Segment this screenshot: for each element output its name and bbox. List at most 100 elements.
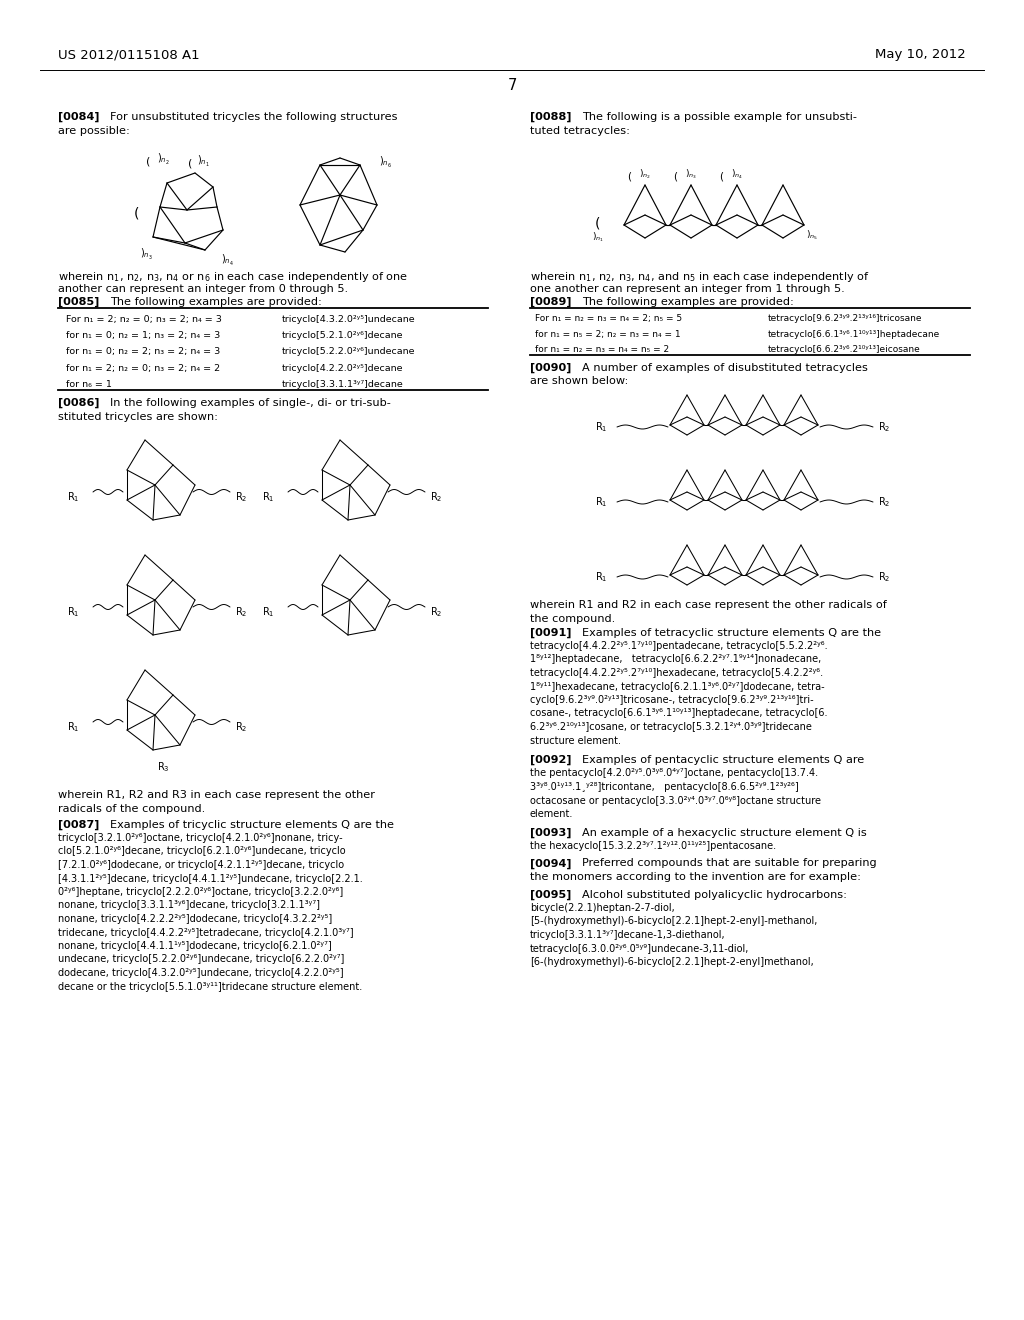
Text: A number of examples of disubstituted tetracycles: A number of examples of disubstituted te… — [582, 363, 868, 374]
Text: R$_1$: R$_1$ — [67, 605, 80, 619]
Text: [0086]: [0086] — [58, 399, 99, 408]
Text: stituted tricycles are shown:: stituted tricycles are shown: — [58, 412, 218, 421]
Text: wherein R1, R2 and R3 in each case represent the other: wherein R1, R2 and R3 in each case repre… — [58, 789, 375, 800]
Text: wherein R1 and R2 in each case represent the other radicals of: wherein R1 and R2 in each case represent… — [530, 601, 887, 610]
Text: clo[5.2.1.0²ʸ⁶]decane, tricyclo[6.2.1.0²ʸ⁶]undecane, tricyclo: clo[5.2.1.0²ʸ⁶]decane, tricyclo[6.2.1.0²… — [58, 846, 346, 857]
Text: tetracyclo[9.6.2³ʸ⁹.2¹³ʸ¹⁶]tricosane: tetracyclo[9.6.2³ʸ⁹.2¹³ʸ¹⁶]tricosane — [768, 314, 923, 323]
Text: $)_{n_6}$: $)_{n_6}$ — [379, 154, 392, 170]
Text: The following is a possible example for unsubsti-: The following is a possible example for … — [582, 112, 857, 121]
Text: [5-(hydroxymethyl)-6-bicyclo[2.2.1]hept-2-enyl]-methanol,: [5-(hydroxymethyl)-6-bicyclo[2.2.1]hept-… — [530, 916, 817, 927]
Text: $($: $($ — [627, 170, 632, 183]
Text: [0094]: [0094] — [530, 858, 571, 869]
Text: tricyclo[5.2.2.0²ʸ⁶]undecane: tricyclo[5.2.2.0²ʸ⁶]undecane — [282, 347, 416, 356]
Text: wherein n$_1$, n$_2$, n$_3$, n$_4$ or n$_6$ in each case independently of one: wherein n$_1$, n$_2$, n$_3$, n$_4$ or n$… — [58, 271, 409, 284]
Text: $($: $($ — [133, 205, 139, 220]
Text: R$_2$: R$_2$ — [878, 570, 891, 583]
Text: dodecane, tricyclo[4.3.2.0²ʸ⁵]undecane, tricyclo[4.2.2.0²ʸ⁵]: dodecane, tricyclo[4.3.2.0²ʸ⁵]undecane, … — [58, 968, 344, 978]
Text: [0088]: [0088] — [530, 112, 571, 123]
Text: In the following examples of single-, di- or tri-sub-: In the following examples of single-, di… — [110, 399, 391, 408]
Text: $($: $($ — [145, 154, 151, 168]
Text: [0084]: [0084] — [58, 112, 99, 123]
Text: R$_2$: R$_2$ — [234, 490, 248, 504]
Text: for n₆ = 1: for n₆ = 1 — [66, 380, 112, 389]
Text: R$_1$: R$_1$ — [67, 719, 80, 734]
Text: $)_{n_2}$: $)_{n_2}$ — [639, 168, 651, 181]
Text: 7: 7 — [507, 78, 517, 92]
Text: R$_1$: R$_1$ — [262, 490, 274, 504]
Text: R$_2$: R$_2$ — [234, 719, 248, 734]
Text: 6.2³ʸ⁶.2¹⁰ʸ¹³]cosane, or tetracyclo[5.3.2.1²ʸ⁴.0³ʸ⁹]tridecane: 6.2³ʸ⁶.2¹⁰ʸ¹³]cosane, or tetracyclo[5.3.… — [530, 722, 812, 733]
Text: [6-(hydroxymethyl)-6-bicyclo[2.2.1]hept-2-enyl]methanol,: [6-(hydroxymethyl)-6-bicyclo[2.2.1]hept-… — [530, 957, 814, 968]
Text: $($: $($ — [673, 170, 678, 183]
Text: $)_{n_3}$: $)_{n_3}$ — [685, 168, 697, 181]
Text: [7.2.1.0²ʸ⁶]dodecane, or tricyclo[4.2.1.1²ʸ⁵]decane, tricyclo: [7.2.1.0²ʸ⁶]dodecane, or tricyclo[4.2.1.… — [58, 861, 344, 870]
Text: the monomers according to the invention are for example:: the monomers according to the invention … — [530, 873, 861, 882]
Text: R$_1$: R$_1$ — [67, 490, 80, 504]
Text: undecane, tricyclo[5.2.2.0²ʸ⁶]undecane, tricyclo[6.2.2.0²ʸ⁷]: undecane, tricyclo[5.2.2.0²ʸ⁶]undecane, … — [58, 954, 344, 965]
Text: tuted tetracycles:: tuted tetracycles: — [530, 125, 630, 136]
Text: tricyclo[3.2.1.0²ʸ⁶]octane, tricyclo[4.2.1.0²ʸ⁶]nonane, tricy-: tricyclo[3.2.1.0²ʸ⁶]octane, tricyclo[4.2… — [58, 833, 343, 843]
Text: May 10, 2012: May 10, 2012 — [876, 48, 966, 61]
Text: $)_{n_2}$: $)_{n_2}$ — [157, 152, 170, 168]
Text: For n₁ = n₂ = n₃ = n₄ = 2; n₅ = 5: For n₁ = n₂ = n₃ = n₄ = 2; n₅ = 5 — [535, 314, 682, 323]
Text: are shown below:: are shown below: — [530, 376, 629, 387]
Text: [0090]: [0090] — [530, 363, 571, 374]
Text: Alcohol substituted polyalicyclic hydrocarbons:: Alcohol substituted polyalicyclic hydroc… — [582, 890, 847, 899]
Text: the hexacyclo[15.3.2.2³ʸ⁷.1²ʸ¹².0¹¹ʸ²⁵]pentacosane.: the hexacyclo[15.3.2.2³ʸ⁷.1²ʸ¹².0¹¹ʸ²⁵]p… — [530, 841, 776, 851]
Text: element.: element. — [530, 809, 573, 818]
Text: R$_2$: R$_2$ — [878, 495, 891, 508]
Text: tetracyclo[6.6.2³ʸ⁶.2¹⁰ʸ¹³]eicosane: tetracyclo[6.6.2³ʸ⁶.2¹⁰ʸ¹³]eicosane — [768, 346, 921, 354]
Text: the pentacyclo[4.2.0²ʸ⁵.0³ʸ⁸.0⁴ʸ⁷]octane, pentacyclo[13.7.4.: the pentacyclo[4.2.0²ʸ⁵.0³ʸ⁸.0⁴ʸ⁷]octane… — [530, 768, 818, 779]
Text: bicycle(2.2.1)heptan-2-7-diol,: bicycle(2.2.1)heptan-2-7-diol, — [530, 903, 675, 913]
Text: R$_2$: R$_2$ — [430, 605, 442, 619]
Text: For unsubstituted tricycles the following structures: For unsubstituted tricycles the followin… — [110, 112, 397, 121]
Text: tetracyclo[6.3.0.0²ʸ⁶.0⁵ʸ⁹]undecane-3,11-diol,: tetracyclo[6.3.0.0²ʸ⁶.0⁵ʸ⁹]undecane-3,11… — [530, 944, 750, 953]
Text: US 2012/0115108 A1: US 2012/0115108 A1 — [58, 48, 200, 61]
Text: for n₁ = n₅ = 2; n₂ = n₃ = n₄ = 1: for n₁ = n₅ = 2; n₂ = n₃ = n₄ = 1 — [535, 330, 681, 339]
Text: [4.3.1.1²ʸ⁵]decane, tricyclo[4.4.1.1²ʸ⁵]undecane, tricyclo[2.2.1.: [4.3.1.1²ʸ⁵]decane, tricyclo[4.4.1.1²ʸ⁵]… — [58, 874, 362, 883]
Text: [0091]: [0091] — [530, 628, 571, 639]
Text: decane or the tricyclo[5.5.1.0³ʸ¹¹]tridecane structure element.: decane or the tricyclo[5.5.1.0³ʸ¹¹]tride… — [58, 982, 362, 991]
Text: [0092]: [0092] — [530, 755, 571, 766]
Text: tricyclo[3.3.1.1³ʸ⁷]decane-1,3-diethanol,: tricyclo[3.3.1.1³ʸ⁷]decane-1,3-diethanol… — [530, 931, 726, 940]
Text: $($: $($ — [187, 157, 193, 170]
Text: $)_{n_5}$: $)_{n_5}$ — [806, 228, 818, 242]
Text: tricyclo[3.3.1.1³ʸ⁷]decane: tricyclo[3.3.1.1³ʸ⁷]decane — [282, 380, 403, 389]
Text: the compound.: the compound. — [530, 614, 615, 623]
Text: tricyclo[4.3.2.0²ʸ⁵]undecane: tricyclo[4.3.2.0²ʸ⁵]undecane — [282, 314, 416, 323]
Text: for n₁ = 2; n₂ = 0; n₃ = 2; n₄ = 2: for n₁ = 2; n₂ = 0; n₃ = 2; n₄ = 2 — [66, 364, 220, 372]
Text: $($: $($ — [719, 170, 724, 183]
Text: structure element.: structure element. — [530, 735, 621, 746]
Text: one another can represent an integer from 1 through 5.: one another can represent an integer fro… — [530, 284, 845, 293]
Text: [0087]: [0087] — [58, 820, 99, 830]
Text: $)_{n_4}$: $)_{n_4}$ — [731, 168, 743, 181]
Text: tricyclo[4.2.2.0²ʸ⁵]decane: tricyclo[4.2.2.0²ʸ⁵]decane — [282, 364, 403, 372]
Text: An example of a hexacyclic structure element Q is: An example of a hexacyclic structure ele… — [582, 828, 866, 837]
Text: [0085]: [0085] — [58, 297, 99, 308]
Text: tridecane, tricyclo[4.4.2.2²ʸ⁵]tetradecane, tricyclo[4.2.1.0³ʸ⁷]: tridecane, tricyclo[4.4.2.2²ʸ⁵]tetradeca… — [58, 928, 353, 937]
Text: nonane, tricyclo[3.3.1.1³ʸ⁶]decane, tricyclo[3.2.1.1³ʸ⁷]: nonane, tricyclo[3.3.1.1³ʸ⁶]decane, tric… — [58, 900, 319, 911]
Text: tricyclo[5.2.1.0²ʸ⁶]decane: tricyclo[5.2.1.0²ʸ⁶]decane — [282, 331, 403, 341]
Text: $($: $($ — [594, 215, 600, 231]
Text: 0²ʸ⁶]heptane, tricyclo[2.2.2.0²ʸ⁶]octane, tricyclo[3.2.2.0²ʸ⁶]: 0²ʸ⁶]heptane, tricyclo[2.2.2.0²ʸ⁶]octane… — [58, 887, 343, 898]
Text: The following examples are provided:: The following examples are provided: — [110, 297, 322, 308]
Text: $)_{n_4}$: $)_{n_4}$ — [221, 253, 233, 268]
Text: Preferred compounds that are suitable for preparing: Preferred compounds that are suitable fo… — [582, 858, 877, 869]
Text: another can represent an integer from 0 through 5.: another can represent an integer from 0 … — [58, 284, 348, 293]
Text: Examples of pentacyclic structure elements Q are: Examples of pentacyclic structure elemen… — [582, 755, 864, 766]
Text: $)_{n_1}$: $)_{n_1}$ — [197, 154, 210, 169]
Text: for n₁ = 0; n₂ = 1; n₃ = 2; n₄ = 3: for n₁ = 0; n₂ = 1; n₃ = 2; n₄ = 3 — [66, 331, 220, 341]
Text: cyclo[9.6.2³ʸ⁹.0²ʸ¹³]tricosane-, tetracyclo[9.6.2³ʸ⁹.2¹³ʸ¹⁶]tri-: cyclo[9.6.2³ʸ⁹.0²ʸ¹³]tricosane-, tetracy… — [530, 696, 814, 705]
Text: R$_1$: R$_1$ — [595, 570, 607, 583]
Text: R$_1$: R$_1$ — [262, 605, 274, 619]
Text: 1⁸ʸ¹¹]hexadecane, tetracyclo[6.2.1.1³ʸ⁶.0²ʸ⁷]dodecane, tetra-: 1⁸ʸ¹¹]hexadecane, tetracyclo[6.2.1.1³ʸ⁶.… — [530, 681, 824, 692]
Text: octacosane or pentacyclo[3.3.0²ʸ⁴.0³ʸ⁷.0⁶ʸ⁸]octane structure: octacosane or pentacyclo[3.3.0²ʸ⁴.0³ʸ⁷.0… — [530, 796, 821, 805]
Text: R$_2$: R$_2$ — [430, 490, 442, 504]
Text: R$_2$: R$_2$ — [878, 420, 891, 434]
Text: [0093]: [0093] — [530, 828, 571, 838]
Text: tetracyclo[6.6.1³ʸ⁶.1¹⁰ʸ¹³]heptadecane: tetracyclo[6.6.1³ʸ⁶.1¹⁰ʸ¹³]heptadecane — [768, 330, 940, 339]
Text: R$_1$: R$_1$ — [595, 495, 607, 508]
Text: radicals of the compound.: radicals of the compound. — [58, 804, 205, 813]
Text: 1⁸ʸ¹²]heptadecane,   tetracyclo[6.6.2.2²ʸ⁷.1⁹ʸ¹⁴]nonadecane,: 1⁸ʸ¹²]heptadecane, tetracyclo[6.6.2.2²ʸ⁷… — [530, 655, 821, 664]
Text: $)_{n_3}$: $)_{n_3}$ — [140, 247, 153, 263]
